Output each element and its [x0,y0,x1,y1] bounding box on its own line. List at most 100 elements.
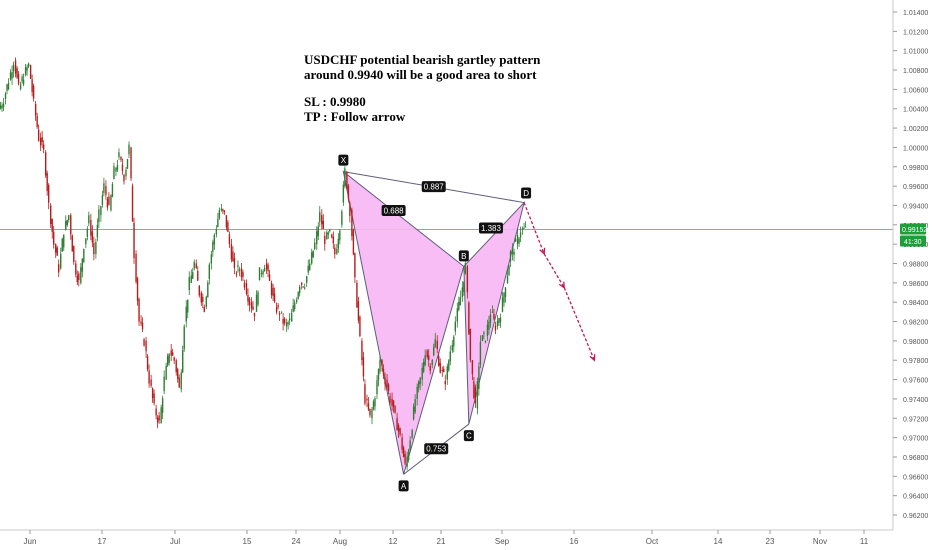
price-tick-label: 0.98200 [903,320,928,327]
price-tick-label: 0.97600 [903,378,928,385]
candle-body [180,372,182,390]
candle-body [391,398,393,406]
analysis-note: USDCHF potential bearish gartley pattern… [304,52,564,124]
candle-body [248,298,251,306]
candle-body [518,238,520,244]
time-tick-label: 15 [243,537,252,546]
candle-body [282,318,284,324]
candle-body [312,250,314,258]
candle-body [93,243,95,255]
candle-body [128,144,130,155]
candle-body [183,326,185,349]
candle-body [392,400,395,407]
candle-body [26,67,28,71]
time-tick-label: Oct [646,537,659,546]
time-tick-label: Aug [333,537,347,546]
candle-body [461,287,464,298]
candle-body [218,210,221,219]
candle-body [265,263,268,270]
candle-body [382,369,385,376]
time-tick-label: 23 [766,537,775,546]
candle-body [220,208,223,211]
candles [0,57,527,471]
candle-body [319,212,321,222]
projection-segment [563,287,595,361]
price-tick-label: 1.01200 [903,29,928,36]
candle-body [347,185,350,199]
current-price-label: 0.99152 [902,227,927,234]
time-axis: Jun 17 Jul 15 24 Aug 12 21 Sep 16 Oct 14 23 Nov 11 [0,529,893,546]
countdown-label: 41:30 [904,239,922,246]
pattern-point-a-badge [398,480,409,492]
candle-body [55,244,57,253]
candle-body [454,321,456,332]
candle-body [37,129,40,141]
candle-body [263,268,266,272]
price-tick-label: 0.98800 [903,262,928,269]
candle-body [150,379,152,386]
candle-body [113,166,115,180]
candle-body [44,152,47,176]
candle-body [165,365,167,380]
candle-body [354,253,356,278]
candle-body [210,254,213,264]
candle-body [185,306,187,322]
candle-body [171,352,174,356]
candle-body [156,417,159,423]
candle-body [332,236,335,244]
candle-body [474,386,477,404]
candle-body [464,263,467,274]
candle-body [32,85,35,99]
candle-body [334,247,336,255]
candle-body [513,251,515,256]
candle-body [444,380,446,385]
candle-body [2,103,5,108]
candle-body [309,263,311,270]
candle-body [260,273,263,275]
candle-body [503,292,505,303]
price-tick-label: 0.97200 [903,416,928,423]
candle-body [182,349,184,373]
candle-body [138,299,140,322]
candle-body [314,242,316,250]
price-tick-label: 0.97400 [903,397,928,404]
ratio-label: 0.688 [384,207,405,216]
candle-body [302,286,304,288]
ratio-badge [424,443,449,455]
pattern-point-d-badge [521,187,532,199]
candle-body [453,336,455,347]
candle-body [237,265,239,267]
candle-body [386,379,388,388]
candle-body [377,369,380,381]
candle-body [491,311,494,313]
candle-body [160,407,162,424]
time-tick-label: Jun [24,537,37,546]
pattern-point-b-badge [458,250,469,262]
candle-body [412,406,415,420]
ratio-label: 0.887 [424,183,445,192]
candle-body [448,360,450,371]
candle-body [337,238,340,249]
pattern-point-b-label: B [461,252,466,261]
candle-body [298,286,301,294]
price-tick-label: 0.99600 [903,184,928,191]
candle-body [61,238,63,252]
candle-body [366,398,368,401]
candle-body [140,321,142,324]
projection-arrowhead [589,354,596,362]
ratio-badge [478,222,503,234]
candle-body [195,263,197,268]
candle-body [364,384,366,404]
candle-body [143,339,145,346]
candle-body [397,425,400,432]
candle-body [222,209,224,211]
candle-body [100,206,102,216]
time-tick-label: 16 [570,537,579,546]
candle-body [213,234,216,245]
candle-body [326,232,328,240]
candle-body [290,312,293,322]
candle-body [401,437,403,450]
candle-body [27,63,30,67]
